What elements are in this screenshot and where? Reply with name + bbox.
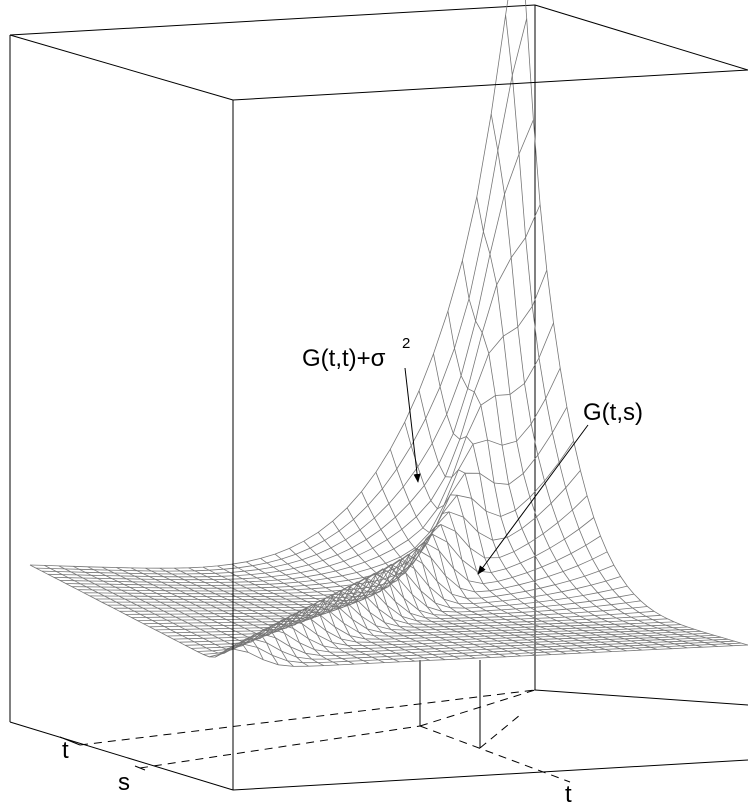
mesh-line	[29, 0, 509, 569]
annotation-superscript: 2	[402, 335, 410, 352]
mesh-line	[35, 18, 528, 572]
mesh-line	[44, 565, 249, 654]
mesh-line	[71, 406, 568, 589]
box-front	[9, 34, 748, 791]
surface-mesh	[29, 0, 748, 667]
mesh-line	[119, 559, 621, 612]
mesh-line	[346, 507, 567, 655]
mesh-line	[95, 517, 595, 600]
mesh-line	[433, 353, 658, 650]
annotation-label: G(t,s)	[583, 399, 643, 426]
mesh-line	[59, 322, 554, 583]
mesh-line	[274, 553, 491, 658]
floor-dashes	[79, 660, 571, 783]
axis-label: s	[118, 769, 130, 796]
mesh-line	[462, 260, 688, 649]
mesh-line	[525, 0, 748, 646]
axis-label: t	[62, 737, 69, 764]
annotation-label: G(t,t)+σ	[302, 345, 386, 372]
mesh-line	[101, 535, 601, 603]
mesh-line	[53, 269, 548, 581]
mesh-line	[303, 540, 521, 657]
mesh-line	[317, 532, 537, 656]
mesh-line	[404, 422, 627, 652]
mesh-line	[289, 548, 506, 658]
mesh-line	[41, 119, 534, 575]
mesh-line	[361, 491, 582, 654]
mesh-line	[505, 14, 734, 647]
mesh-line	[418, 390, 643, 651]
box-back	[9, 4, 748, 722]
mesh-line	[89, 495, 588, 597]
mesh-line	[47, 204, 541, 578]
mesh-line	[332, 520, 552, 655]
mesh-line	[389, 449, 612, 652]
mesh-line	[231, 563, 446, 661]
mesh-line	[107, 548, 608, 606]
mesh-line	[447, 311, 673, 650]
mesh-line	[490, 113, 718, 647]
mesh-line	[65, 367, 561, 586]
annotation-arrows	[404, 367, 589, 575]
mesh-line	[83, 470, 581, 595]
mesh-line	[375, 472, 597, 653]
mesh-line	[77, 440, 574, 592]
mesh-line	[476, 196, 703, 648]
axis-label: t	[565, 781, 572, 808]
